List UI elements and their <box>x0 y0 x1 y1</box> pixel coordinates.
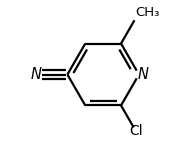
Text: CH₃: CH₃ <box>136 6 160 19</box>
Text: Cl: Cl <box>129 124 143 138</box>
Text: N: N <box>137 67 148 82</box>
Text: N: N <box>31 67 42 82</box>
